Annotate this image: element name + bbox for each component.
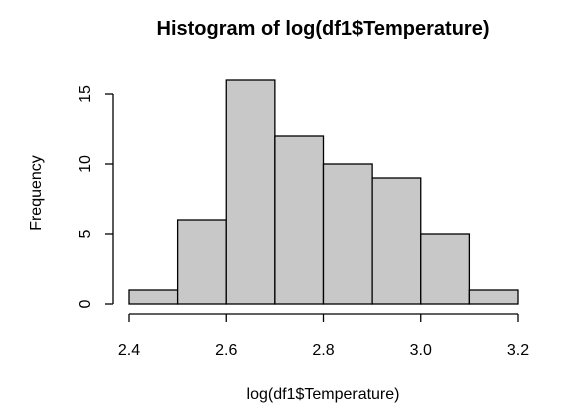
- x-tick-label-3: 2.8: [312, 342, 334, 359]
- histogram-bar-7: [420, 233, 471, 305]
- histogram-bar-8: [468, 289, 519, 305]
- x-axis-label: log(df1$Temperature): [247, 386, 400, 403]
- histogram-bar-4: [274, 135, 325, 305]
- histogram-bar-5: [322, 163, 373, 305]
- bars-group: [128, 79, 519, 305]
- x-tick-label-5: 3.2: [507, 342, 529, 359]
- y-tick-label-4: 15: [77, 85, 94, 103]
- y-axis-label: Frequency: [28, 155, 45, 231]
- y-axis: 0 5 10 15: [77, 85, 114, 308]
- histogram-bar-3: [225, 79, 276, 305]
- x-tick-label-4: 3.0: [410, 342, 432, 359]
- y-tick-label-3: 10: [77, 155, 94, 173]
- histogram-bar-6: [371, 177, 422, 305]
- x-tick-label-1: 2.4: [118, 342, 140, 359]
- histogram-bar-1: [128, 289, 179, 305]
- chart-title: Histogram of log(df1$Temperature): [157, 18, 490, 40]
- y-tick-label-1: 0: [77, 299, 94, 308]
- y-tick-label-2: 5: [77, 229, 94, 238]
- x-tick-label-2: 2.6: [215, 342, 237, 359]
- histogram-bar-2: [176, 219, 227, 305]
- x-axis: 2.4 2.6 2.8 3.0 3.2: [118, 313, 529, 359]
